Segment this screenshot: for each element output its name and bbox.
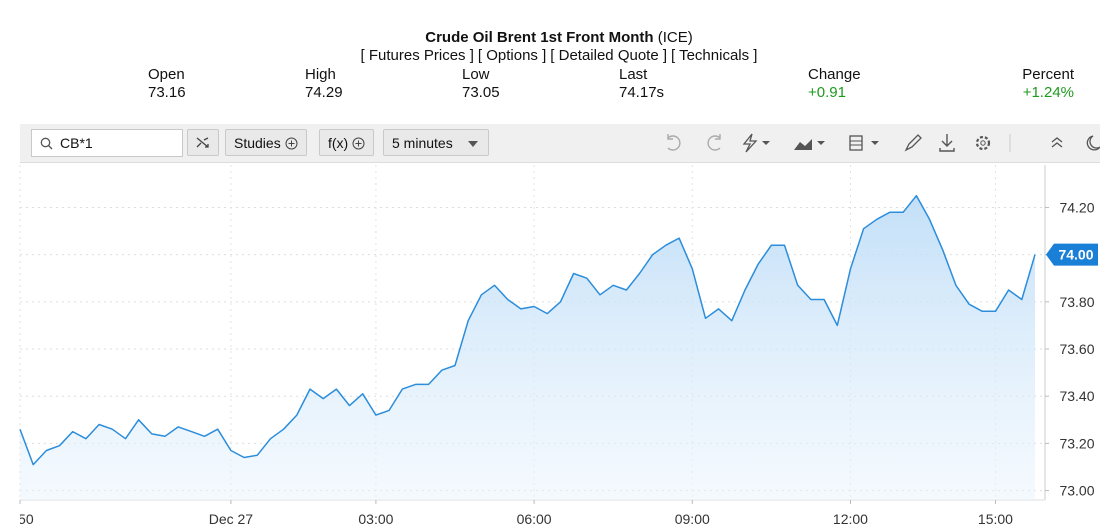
quote-value: 74.17s (619, 84, 665, 101)
quote-label: Open (148, 66, 185, 83)
toolbar: CB*1 Studies f(x) 5 minutes (20, 124, 1100, 163)
link[interactable]: [ Technicals ] (671, 47, 758, 64)
download-icon[interactable] (939, 134, 955, 152)
exchange: (ICE) (657, 29, 693, 46)
quote-value: 74.29 (305, 84, 343, 101)
links-row: [ Futures Prices ][ Options ][ Detailed … (0, 47, 1109, 64)
interval-button[interactable]: 5 minutes (383, 129, 489, 156)
icon (285, 137, 298, 150)
toolbar-icons (667, 133, 1100, 153)
y-tick-label: 73.20 (1059, 435, 1094, 451)
undo-icon[interactable] (667, 134, 681, 151)
quote-low: Low 73.05 (462, 66, 500, 102)
quote-open: Open 73.16 (148, 66, 186, 102)
x-tick-label: 5:50 (6, 511, 33, 527)
quote-change: Change +0.91 (808, 66, 861, 102)
caret (762, 141, 770, 145)
instrument-title: Crude Oil Brent 1st Front Month (425, 29, 654, 46)
quote-label: Last (619, 66, 648, 83)
current-price-tag (1046, 243, 1098, 266)
y-tick-label: 74.20 (1059, 199, 1094, 215)
y-tick-label: 73.40 (1059, 388, 1094, 404)
link[interactable]: [ Futures Prices ] (360, 47, 474, 64)
quote-value: 73.05 (462, 84, 500, 101)
studies-button[interactable]: Studies (225, 129, 307, 156)
symbol: CB*1 (60, 135, 93, 151)
search-icon (40, 137, 53, 150)
current-price-label: 74.00 (1058, 247, 1093, 263)
quote-label: Low (462, 66, 490, 83)
link[interactable]: [ Detailed Quote ] (550, 47, 668, 64)
quote-label: Change (808, 66, 861, 83)
button-label: 5 minutes (392, 135, 453, 151)
fx-button[interactable]: f(x) (319, 129, 375, 156)
quote-label: High (305, 66, 336, 83)
x-tick-label: 03:00 (358, 511, 393, 527)
quote-last: Last 74.17s (619, 66, 664, 102)
flash-icon[interactable] (742, 133, 758, 153)
quote-label: Percent (1022, 66, 1074, 83)
icon (468, 141, 478, 147)
quote-value: 73.16 (148, 84, 186, 101)
redo-icon[interactable] (707, 134, 721, 151)
settings-icon[interactable] (975, 135, 991, 151)
area-fill (20, 195, 1035, 500)
caret (817, 141, 825, 145)
quote-value: +1.24% (1022, 84, 1074, 101)
collapse-icon[interactable] (1051, 137, 1063, 148)
y-tick-label: 73.00 (1059, 483, 1094, 499)
chart-type-icon[interactable] (794, 139, 812, 150)
x-axis: 5:50 Dec 27 03:00 06:00 09:00 12:00 15:00 (6, 511, 1013, 527)
quote-percent: Percent +1.24% (1022, 66, 1074, 102)
price-line (19, 194, 1036, 466)
layout-icon[interactable] (849, 135, 863, 151)
y-tick-label: 73.80 (1059, 294, 1094, 310)
x-tick-label: 15:00 (978, 511, 1013, 527)
link[interactable]: [ Options ] (477, 47, 547, 64)
x-tick-label: 06:00 (517, 511, 552, 527)
icon (196, 137, 209, 148)
button-label: f(x) (328, 135, 349, 151)
x-tick-label: 12:00 (833, 511, 868, 527)
compare-button[interactable] (187, 129, 219, 156)
title-row: Crude Oil Brent 1st Front Month (ICE) (0, 29, 1109, 46)
theme-icon[interactable] (1086, 135, 1100, 151)
symbol-input[interactable]: CB*1 (31, 129, 183, 157)
draw-icon[interactable] (904, 134, 922, 152)
quote-high: High 74.29 (305, 66, 343, 102)
caret (871, 141, 879, 145)
x-tick-label: 09:00 (675, 511, 710, 527)
x-tick-label: Dec 27 (209, 511, 254, 527)
quote-value: +0.91 (808, 84, 846, 101)
icon (352, 137, 365, 150)
button-label: Studies (234, 135, 281, 151)
y-tick-label: 73.60 (1059, 341, 1094, 357)
